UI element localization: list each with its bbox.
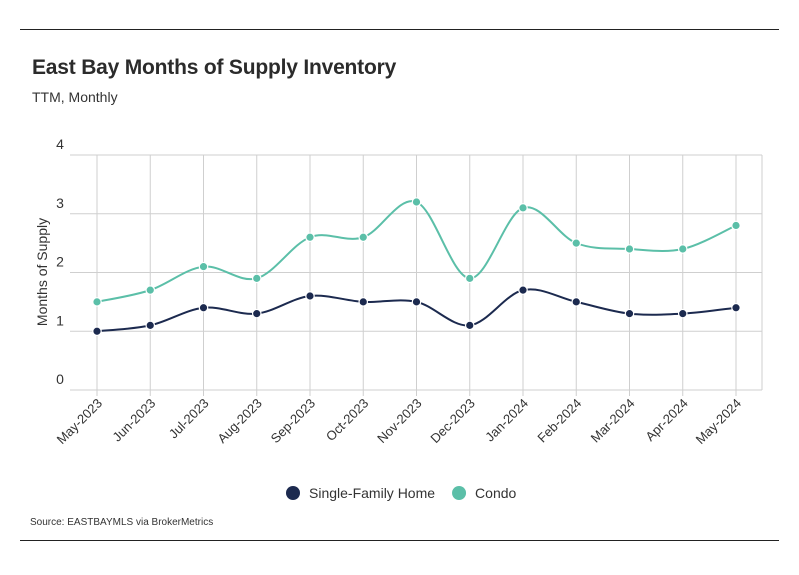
data-point [731, 220, 741, 231]
x-tick-label: Nov-2023 [374, 396, 424, 446]
x-tick-label: Apr-2024 [642, 396, 690, 444]
x-tick-label: Aug-2023 [214, 396, 264, 446]
x-tick-label: Mar-2024 [588, 396, 638, 446]
legend-marker [452, 486, 467, 500]
data-point [624, 244, 635, 254]
y-tick-label: 2 [56, 254, 64, 270]
y-axis-label: Months of Supply [34, 218, 50, 326]
x-tick-label: Jul-2023 [166, 396, 212, 442]
chart-series [92, 197, 741, 337]
x-tick-label: Jan-2024 [482, 396, 531, 445]
chart-title: East Bay Months of Supply Inventory [32, 56, 397, 79]
bottom-rule [20, 540, 779, 541]
chart-legend: Single-Family Home Condo [286, 485, 517, 501]
data-point [198, 261, 209, 272]
data-point [677, 308, 688, 319]
data-point [731, 302, 741, 313]
x-tick-label: Feb-2024 [534, 396, 584, 446]
data-point [251, 308, 262, 319]
data-point [411, 297, 422, 307]
data-point [251, 273, 262, 284]
data-point [305, 291, 315, 301]
legend-label: Condo [475, 485, 516, 501]
data-point [92, 326, 102, 337]
legend-item: Single-Family Home [286, 485, 435, 501]
data-point [518, 285, 528, 295]
x-tick-label: May-2023 [54, 396, 105, 447]
data-point [92, 297, 102, 307]
legend-item: Condo [452, 485, 517, 501]
data-point [358, 232, 369, 243]
data-point [305, 232, 315, 243]
x-tick-label: Jun-2023 [109, 396, 158, 445]
chart-grid [70, 154, 763, 396]
data-point [571, 238, 582, 248]
data-point [464, 273, 475, 284]
data-point [358, 297, 369, 307]
top-rule [20, 29, 779, 30]
chart-subtitle: TTM, Monthly [32, 89, 118, 105]
data-point [198, 302, 209, 313]
data-point [518, 203, 528, 213]
legend-label: Single-Family Home [309, 485, 435, 501]
x-tick-label: May-2024 [693, 396, 744, 447]
data-point [145, 320, 156, 331]
x-tick-label: Oct-2023 [323, 396, 371, 444]
y-axis-ticks: 0 1 2 3 4 [56, 136, 64, 387]
source-note: Source: EASTBAYMLS via BrokerMetrics [30, 517, 214, 528]
y-tick-label: 4 [56, 136, 64, 152]
data-point [411, 197, 422, 207]
data-point [624, 308, 635, 319]
data-point [571, 297, 582, 307]
series-single-family-home [92, 285, 741, 337]
legend-marker [286, 486, 300, 500]
y-tick-label: 0 [56, 371, 64, 387]
series-condo [92, 197, 741, 307]
x-axis-ticks: May-2023 Jun-2023 Jul-2023 Aug-2023 Sep-2023… [54, 396, 744, 447]
data-point [464, 320, 475, 331]
y-tick-label: 1 [56, 312, 64, 328]
data-point [145, 285, 156, 295]
y-tick-label: 3 [56, 195, 64, 211]
x-tick-label: Sep-2023 [268, 396, 318, 446]
data-point [677, 244, 688, 254]
x-tick-label: Dec-2023 [427, 396, 477, 446]
